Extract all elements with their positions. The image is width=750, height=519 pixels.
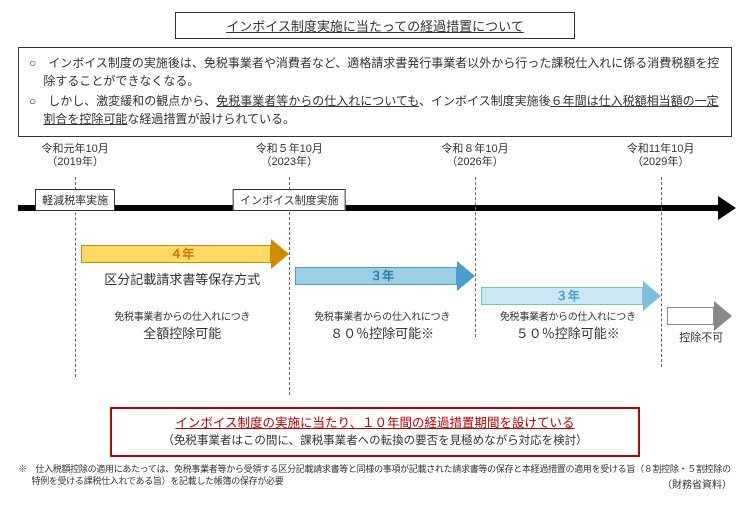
period-arrow: ３年 — [475, 281, 661, 311]
period-caption: 免税事業者からの仕入れにつき８０％控除可能※ — [289, 311, 475, 343]
period-arrow: ４年 — [75, 239, 289, 269]
timeline-arrow — [18, 205, 732, 211]
summary-red: インボイス制度の実施に当たり、１０年間の経過措置期間を設けている — [120, 414, 630, 433]
period-label: ３年 — [475, 287, 661, 304]
period-caption: 免税事業者からの仕入れにつき全額控除可能 — [75, 311, 289, 343]
period-caption-final: 控除不可 — [661, 331, 742, 346]
desc-line-2: ○ しかし、激変緩和の観点から、免税事業者等からの仕入れについても、インボイス制… — [29, 92, 721, 128]
tick-label: 令和11年10月（2029年） — [627, 143, 695, 169]
period-caption: 免税事業者からの仕入れにつき５０％控除可能※ — [475, 311, 661, 343]
tick-label: 令和５年10月（2023年） — [256, 143, 323, 169]
period-label: ４年 — [75, 245, 289, 262]
period-arrow — [661, 301, 732, 331]
desc-line-1: ○ インボイス制度の実施後は、免税事業者や消費者など、適格請求書発行事業者以外か… — [29, 54, 721, 90]
footnote: ※ 仕入税額控除の適用にあたっては、免税事業者等から受領する区分記載請求書等と同… — [18, 463, 732, 487]
period-caption-title: 区分記載請求書等保存方式 — [75, 271, 289, 289]
timeline-arrow-head — [718, 196, 736, 220]
summary-sub: （免税事業者はこの間に、課税事業者への転換の要否を見極めながら対応を検討） — [120, 433, 630, 450]
source-label: （財務省資料） — [662, 476, 732, 491]
tick-label: 令和８年10月（2026年） — [441, 143, 508, 169]
timeline-badge: 軽減税率実施 — [35, 189, 115, 211]
timeline-diagram: 令和元年10月（2019年） 令和５年10月（2023年） 令和８年10月（2026… — [18, 143, 732, 403]
period-arrow: ３年 — [289, 261, 475, 291]
summary-box: インボイス制度の実施に当たり、１０年間の経過措置期間を設けている （免税事業者は… — [110, 407, 640, 457]
page-title: インボイス制度実施に当たっての経過措置について — [175, 12, 575, 39]
period-label: ３年 — [289, 267, 475, 284]
tick-label: 令和元年10月（2019年） — [41, 143, 108, 169]
timeline-badge: インボイス制度実施 — [233, 189, 346, 211]
description-box: ○ インボイス制度の実施後は、免税事業者や消費者など、適格請求書発行事業者以外か… — [18, 47, 732, 137]
